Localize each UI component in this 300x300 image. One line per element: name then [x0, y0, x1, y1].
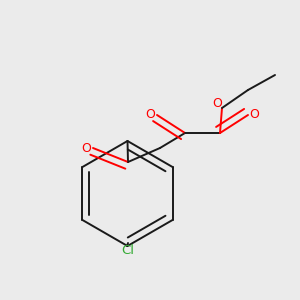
Text: Cl: Cl	[121, 244, 134, 257]
Text: O: O	[146, 109, 155, 122]
Text: O: O	[213, 97, 222, 110]
Text: O: O	[82, 142, 91, 154]
Text: O: O	[250, 109, 260, 122]
